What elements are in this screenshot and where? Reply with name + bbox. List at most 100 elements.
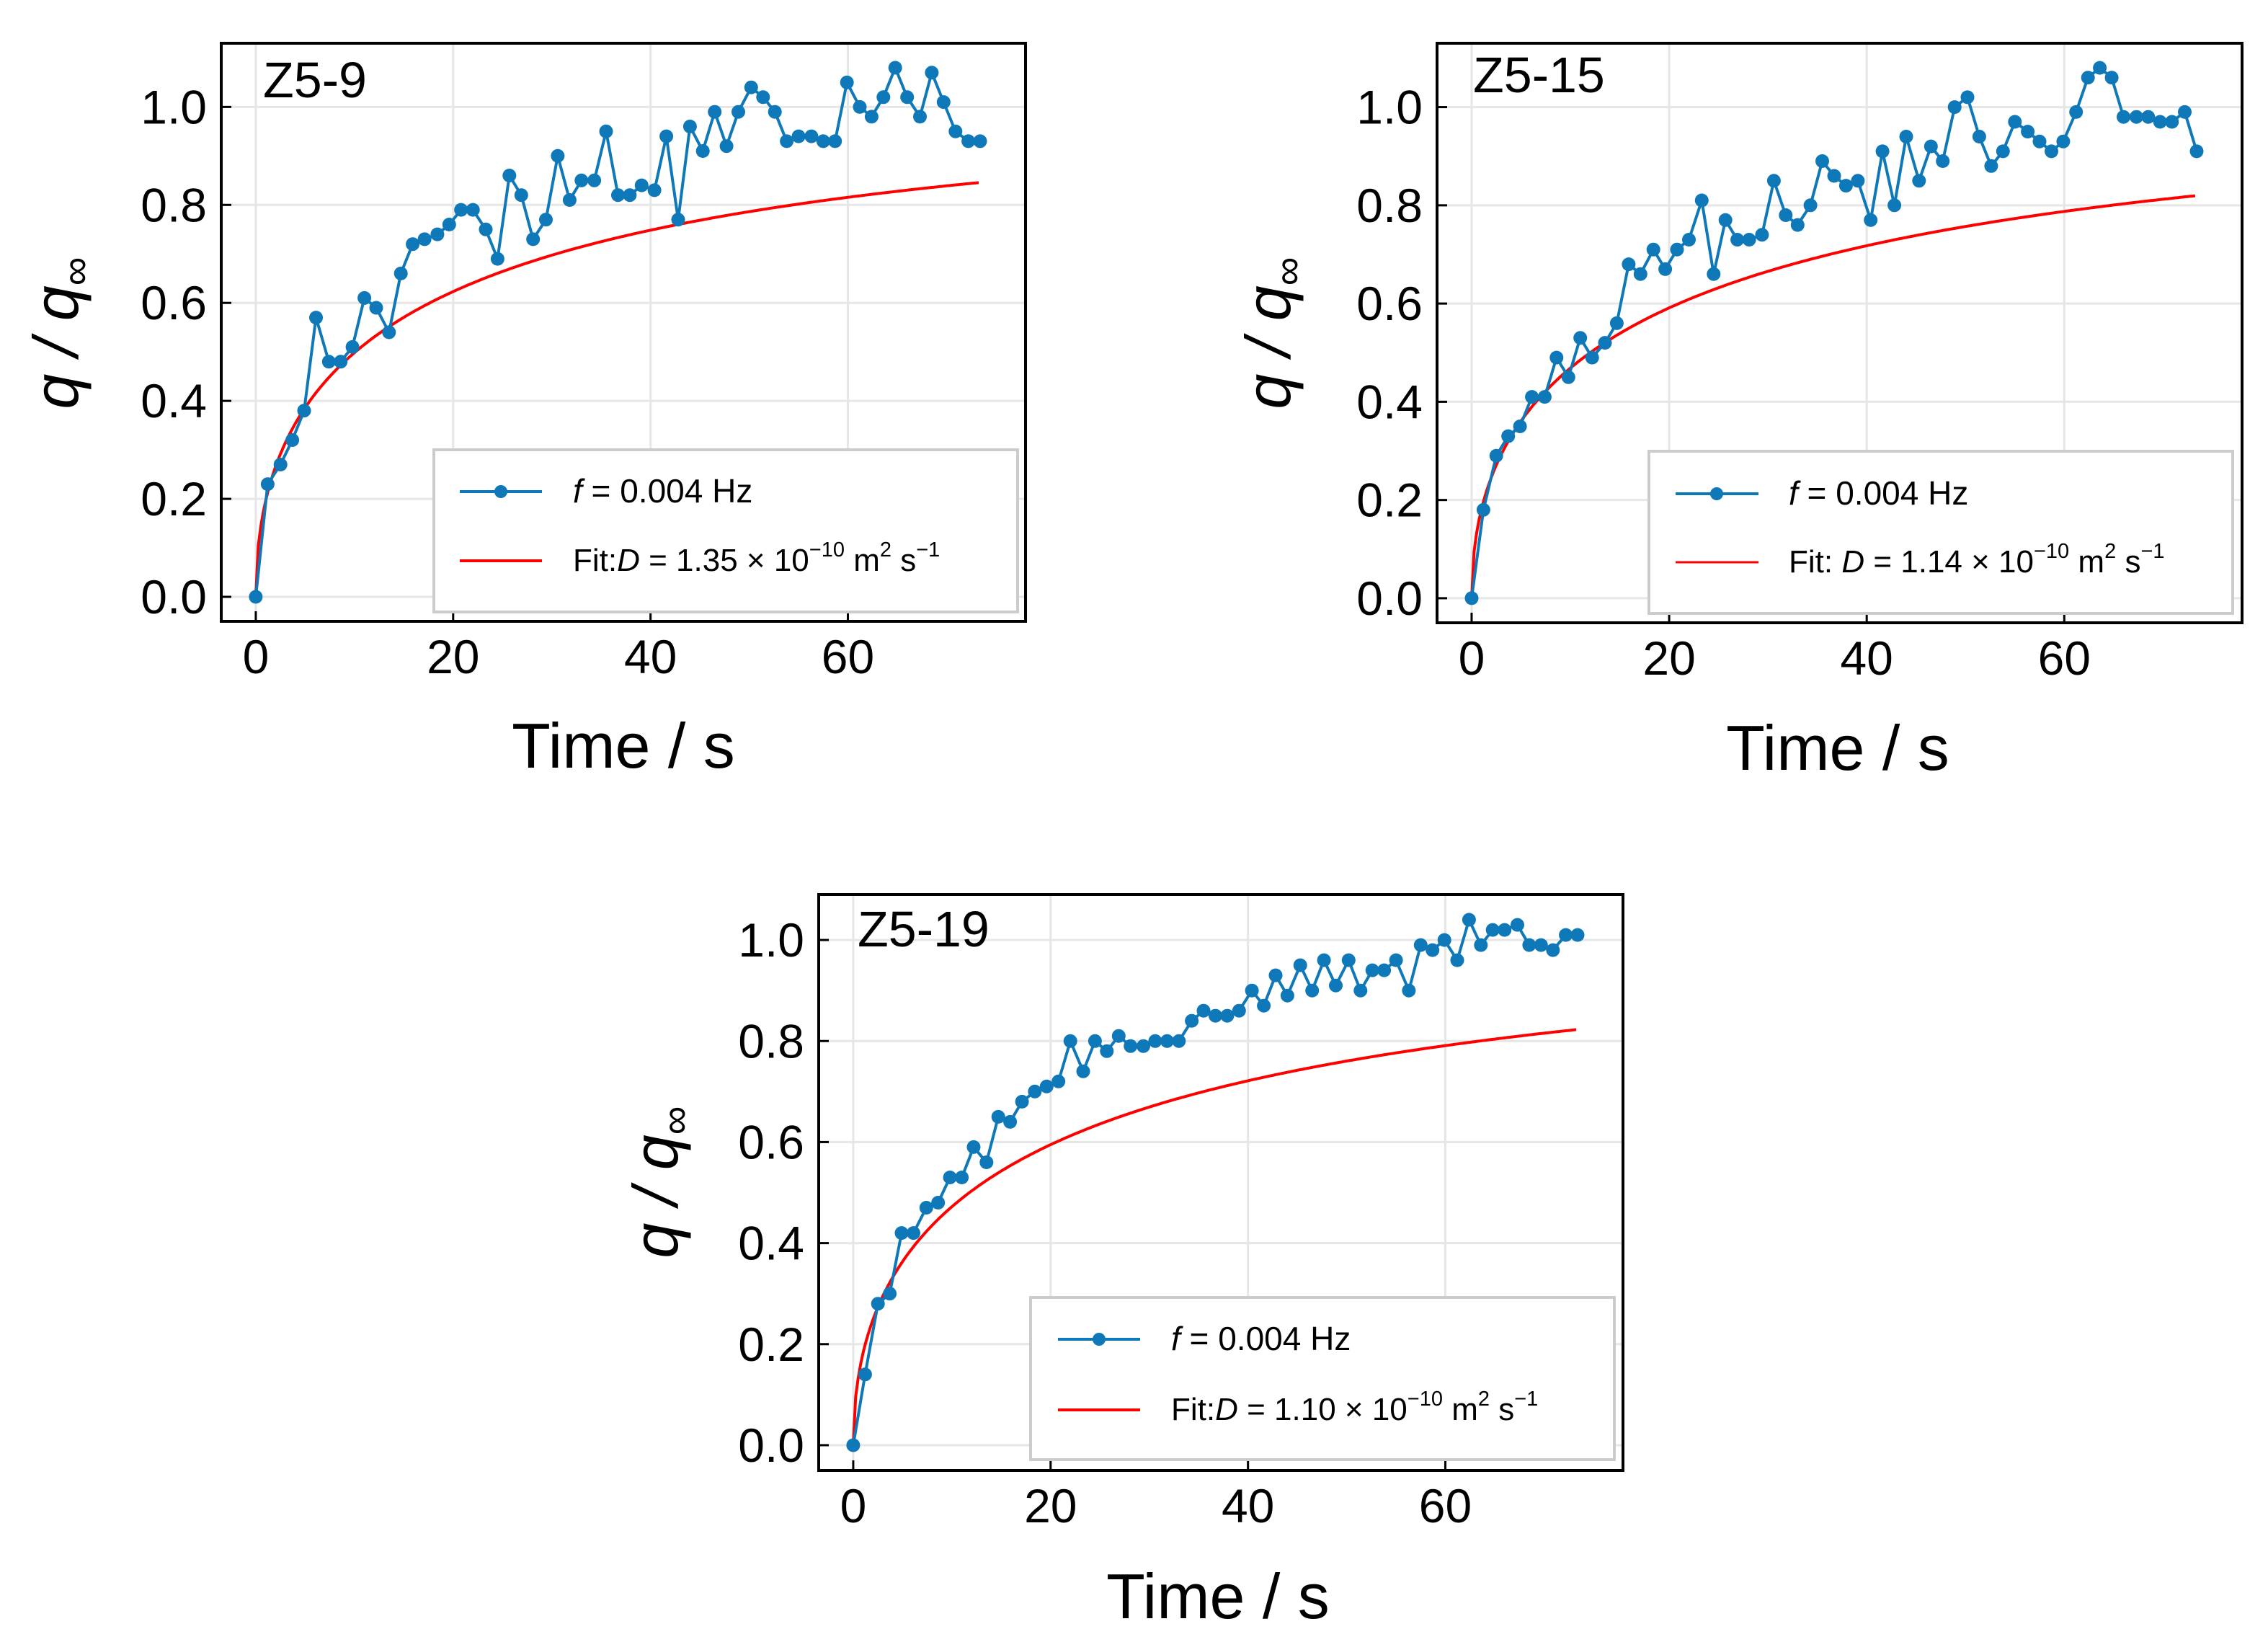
data-point	[1899, 130, 1913, 143]
data-point	[858, 1367, 872, 1382]
data-point	[1633, 267, 1647, 281]
data-point	[1305, 983, 1320, 998]
data-point	[1609, 316, 1624, 330]
data-point	[647, 183, 662, 198]
data-point	[1280, 988, 1294, 1003]
data-point	[1413, 938, 1428, 952]
legend-series-label: f = 0.004 Hz	[573, 472, 752, 510]
data-point	[943, 1171, 957, 1184]
data-point	[1924, 139, 1938, 154]
data-point	[816, 134, 830, 148]
y-tick-label: 1.0	[1356, 81, 1423, 134]
data-point	[599, 124, 613, 138]
data-point	[1549, 350, 1564, 365]
y-tick-label: 0.4	[141, 374, 207, 427]
data-point	[966, 1140, 981, 1154]
x-tick-label: 20	[1024, 1479, 1077, 1532]
data-point	[804, 129, 819, 143]
data-point	[876, 90, 891, 105]
data-point	[1088, 1034, 1102, 1048]
axis-ticks: 0 20 40 60 0.0 0.2 0.4 0.6 0.8 1.0	[738, 913, 1472, 1532]
data-point	[1803, 198, 1818, 213]
data-point	[1534, 938, 1548, 952]
data-point	[1365, 963, 1379, 977]
data-point	[1464, 591, 1479, 605]
data-point	[1838, 179, 1853, 193]
data-point	[2093, 61, 2107, 75]
data-point	[659, 129, 674, 143]
data-series	[846, 913, 1585, 1452]
data-point	[382, 325, 396, 340]
legend-box	[1029, 1296, 1616, 1461]
data-point	[1402, 983, 1416, 998]
data-point	[695, 144, 710, 158]
data-point	[1598, 336, 1612, 350]
data-point	[955, 1171, 969, 1184]
y-tick-label: 0.8	[738, 1014, 804, 1068]
data-point	[1546, 943, 1560, 957]
data-point	[671, 213, 685, 227]
data-point	[1485, 923, 1500, 937]
legend-series-label: f = 0.004 Hz	[1171, 1320, 1351, 1357]
data-point	[682, 120, 697, 133]
panel-title: Z5-15	[1473, 47, 1605, 103]
data-point	[466, 203, 480, 217]
data-point	[2069, 105, 2084, 119]
y-tick-label: 0.4	[738, 1217, 804, 1270]
data-point	[948, 124, 963, 138]
data-point	[1570, 928, 1585, 942]
data-point	[1559, 928, 1573, 942]
data-point	[768, 105, 782, 119]
data-point	[2045, 144, 2058, 159]
data-point	[1100, 1044, 1114, 1058]
y-tick-label: 0.2	[738, 1318, 804, 1371]
data-point	[2178, 105, 2192, 119]
data-point	[1755, 228, 1769, 242]
data-point	[1730, 233, 1745, 247]
data-point	[479, 222, 493, 236]
data-point	[539, 213, 553, 227]
data-point	[611, 188, 625, 203]
legend: f = 0.004 Hz Fit: D = 1.14 × 10−10 m2 s−…	[1647, 450, 2234, 615]
x-axis-label: Time / s	[1726, 712, 1949, 784]
data-point	[1779, 208, 1793, 222]
axis-ticks: 0 20 40 60 0.0 0.2 0.4 0.6 0.8 1.0	[1356, 81, 2091, 685]
data-series	[1464, 61, 2204, 605]
x-tick-label: 40	[1222, 1479, 1274, 1532]
data-point	[1353, 983, 1368, 998]
x-tick-label: 60	[2038, 631, 2091, 685]
data-point	[1462, 913, 1476, 927]
data-point	[1039, 1079, 1054, 1093]
axis-ticks: 0 20 40 60 0.0 0.2 0.4 0.6 0.8 1.0	[141, 80, 874, 683]
data-point	[1028, 1084, 1042, 1099]
data-point	[2165, 115, 2179, 129]
legend-box	[1647, 450, 2234, 615]
data-point	[2081, 71, 2095, 85]
data-point	[2008, 115, 2022, 129]
data-point	[1148, 1034, 1162, 1048]
data-point	[1389, 953, 1403, 967]
y-tick-label: 1.0	[141, 80, 207, 133]
data-point	[1996, 144, 2010, 159]
data-point	[2032, 134, 2047, 148]
data-point	[1646, 242, 1660, 257]
data-point	[1209, 1008, 1222, 1023]
legend-fit-label: Fit:D = 1.10 × 10−10 m2 s−1	[1171, 1388, 1538, 1427]
data-point	[1341, 953, 1356, 967]
data-point	[2021, 125, 2035, 139]
data-point	[780, 134, 794, 148]
x-tick-label: 0	[840, 1479, 867, 1532]
data-point	[1960, 90, 1975, 105]
data-point	[249, 590, 263, 604]
data-point	[1268, 968, 1283, 982]
x-tick-label: 0	[1459, 631, 1485, 685]
data-point	[1851, 174, 1865, 188]
data-point	[260, 477, 275, 492]
data-point	[1912, 174, 1926, 188]
data-point	[1196, 1003, 1211, 1018]
data-point	[1585, 350, 1599, 365]
x-tick-label: 0	[243, 630, 270, 683]
x-tick-label: 40	[1840, 631, 1893, 685]
data-point	[1063, 1034, 1077, 1048]
data-point	[961, 134, 976, 148]
